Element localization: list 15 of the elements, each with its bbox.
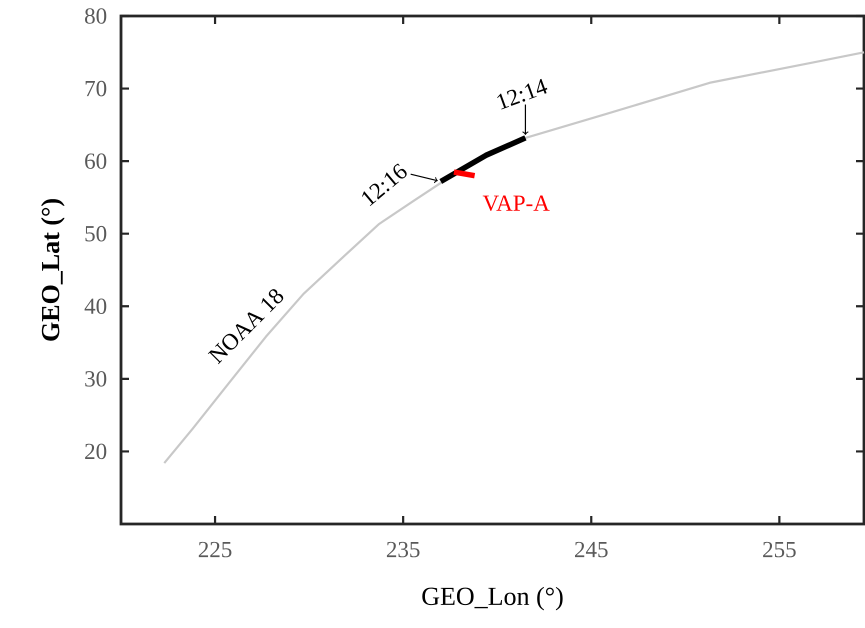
y-tick-label: 50	[85, 226, 106, 242]
y-tick-label: 20	[85, 444, 106, 460]
y-axis-title: GEO_Lat (°)	[41, 199, 65, 341]
x-tick-label: 255	[763, 542, 796, 558]
y-tick-label: 30	[85, 371, 106, 387]
y-tick-label: 60	[85, 153, 106, 169]
x-axis-title: GEO_Lon (°)	[422, 586, 563, 610]
x-tick-label: 245	[575, 542, 608, 558]
x-tick-label: 225	[198, 542, 232, 558]
y-tick-label: 80	[85, 8, 106, 24]
annotation: 12:14	[497, 78, 548, 110]
y-tick-label: 40	[84, 298, 106, 314]
series-label: VAP-A	[482, 196, 550, 212]
y-tick-label: 70	[86, 80, 106, 96]
x-tick-label: 235	[386, 542, 420, 558]
